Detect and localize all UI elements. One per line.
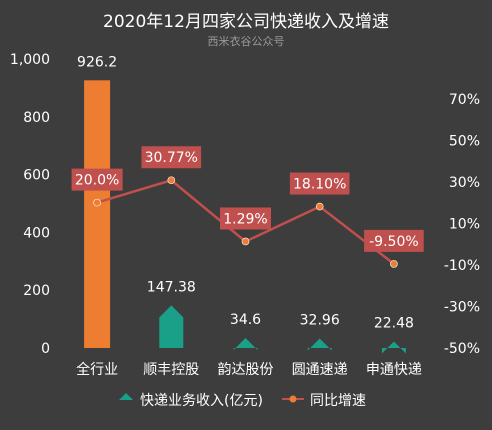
bar: [159, 305, 184, 348]
legend-bar-label: 快递业务收入(亿元): [140, 393, 263, 409]
left-axis: 0 200 400 600 800 1,000: [10, 52, 50, 357]
growth-label-box: [220, 207, 271, 230]
growth-label-box: [71, 168, 123, 191]
growth-point: [315, 202, 324, 211]
right-tick-label: -30%: [444, 299, 480, 315]
chart-title: 2020年12月四家公司快递收入及增速: [103, 12, 389, 32]
bar-value-label: 32.96: [300, 312, 340, 328]
left-tick-label: 800: [23, 110, 50, 126]
growth-label: 1.29%: [223, 211, 267, 227]
growth-label: -9.50%: [369, 234, 419, 250]
left-tick-label: 0: [41, 341, 50, 357]
left-tick-label: 200: [23, 283, 50, 299]
growth-point: [241, 237, 250, 246]
right-tick-label: 10%: [449, 216, 480, 232]
growth-point: [167, 176, 176, 185]
right-tick-label: 30%: [449, 175, 480, 191]
growth-point: [93, 198, 101, 207]
legend-bar-marker: [119, 393, 133, 400]
watermark: 西米衣谷公众号: [208, 34, 285, 48]
category-label: 圆通速递: [292, 362, 348, 378]
category-axis: 全行业 顺丰控股 韵达股份 圆通速递 申通快递: [76, 361, 422, 378]
growth-label-box: [364, 229, 424, 252]
bar-series: [84, 80, 406, 354]
right-tick-label: 50%: [449, 133, 480, 149]
growth-label: 18.10%: [293, 177, 346, 193]
legend: 快递业务收入(亿元) 同比增速: [119, 393, 366, 409]
growth-label: 20.0%: [75, 173, 119, 189]
right-tick-label: 70%: [449, 92, 480, 108]
category-label: 韵达股份: [218, 362, 274, 378]
left-tick-label: 1,000: [10, 52, 50, 68]
growth-label-box: [141, 146, 202, 169]
line-series: [93, 176, 398, 268]
bar-value-label: 147.38: [147, 279, 196, 295]
category-label: 申通快递: [366, 362, 422, 378]
bar: [307, 338, 332, 351]
bar: [381, 341, 406, 354]
category-label: 全行业: [76, 361, 118, 378]
right-tick-label: -10%: [444, 258, 480, 274]
left-tick-label: 400: [23, 225, 50, 241]
category-label: 顺丰控股: [143, 362, 199, 378]
line-labels: 20.0% 30.77% 1.29% 18.10% -9.50%: [71, 146, 424, 252]
bar-value-label: 926.2: [77, 54, 117, 70]
bar: [233, 338, 258, 351]
left-tick-label: 600: [23, 168, 50, 184]
growth-label: 30.77%: [145, 150, 198, 166]
bar-labels: 926.2 147.38 34.6 32.96 22.48: [77, 54, 414, 331]
growth-label-box: [289, 172, 350, 195]
legend-line-dot: [289, 395, 297, 403]
bar: [84, 80, 111, 349]
right-axis: -50% -30% -10% 10% 30% 50% 70%: [444, 92, 480, 357]
bar-value-label: 22.48: [374, 316, 414, 332]
right-tick-label: -50%: [444, 341, 480, 357]
bar-value-label: 34.6: [230, 312, 261, 328]
legend-line-label: 同比增速: [310, 393, 366, 409]
growth-point: [390, 260, 398, 268]
